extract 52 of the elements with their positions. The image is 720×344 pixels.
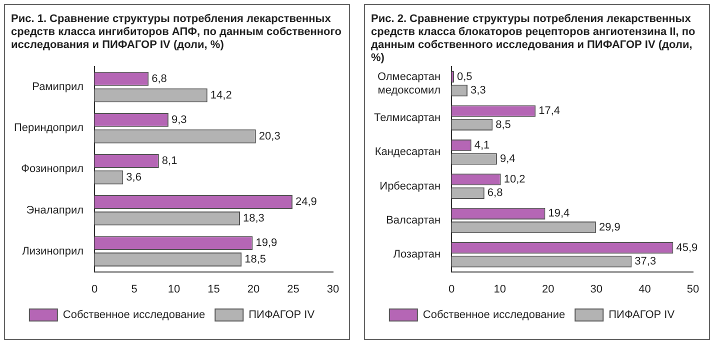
- x-tick-label: 25: [287, 283, 300, 296]
- data-label: 3,6: [126, 171, 142, 184]
- y-tick-label: Кандесартан: [374, 146, 441, 158]
- chart-title: Рис. 1. Сравнение структуры потребления лекарственных средств класса ингибиторов АПФ, по данным собственного исследования и ПИФАГОР IV (доли, %): [11, 13, 342, 53]
- y-tick-label: Олмесартан медоксомил: [377, 71, 441, 96]
- y-tick-label: Эналаприл: [26, 204, 84, 216]
- y-tick-label: Фозиноприл: [21, 163, 84, 176]
- y-tick-label: Периндоприл: [14, 122, 84, 134]
- x-tick-label: 20: [542, 283, 554, 296]
- data-label: 45,9: [676, 242, 698, 254]
- data-label: 8,5: [496, 118, 511, 131]
- data-label: 3,3: [470, 84, 486, 97]
- data-label: 0,5: [456, 70, 472, 83]
- data-label: 18,5: [244, 254, 266, 266]
- data-label: 17,4: [538, 105, 560, 118]
- legend-label: ПИФАГОР IV: [248, 309, 316, 322]
- data-label: 4,1: [474, 139, 490, 152]
- data-label: 18,3: [243, 212, 264, 224]
- x-tick-label: 0: [448, 283, 455, 296]
- data-label: 8,1: [162, 155, 178, 168]
- x-tick-label: 30: [326, 283, 340, 296]
- x-tick-label: 50: [686, 283, 700, 296]
- y-tick-label: Валсартан: [386, 214, 441, 227]
- y-tick-label: Лозартан: [393, 248, 441, 261]
- data-label: 29,9: [598, 221, 620, 234]
- data-label: 10,2: [504, 173, 526, 186]
- x-tick-label: 30: [590, 283, 603, 296]
- data-label: 19,4: [548, 208, 570, 220]
- data-label: 6,8: [487, 187, 503, 200]
- data-label: 19,9: [256, 237, 278, 250]
- y-tick-label: Телмисартан: [374, 112, 441, 124]
- data-label: 14,2: [210, 89, 232, 102]
- x-tick-label: 5: [131, 283, 138, 296]
- x-tick-label: 40: [638, 283, 651, 296]
- data-label: 6,8: [152, 72, 167, 85]
- x-tick-label: 10: [494, 283, 506, 296]
- chart-title: Рис. 2. Сравнение структуры потребления лекарственных средств класса блокаторов рецепторов ангиотензина II, по данным собственного исследования и ПИФАГОР IV (доли, %): [371, 13, 696, 64]
- x-tick-label: 15: [208, 283, 220, 296]
- y-tick-label: Лизиноприл: [22, 245, 84, 258]
- legend-label: Собственное исследование: [62, 309, 206, 322]
- x-tick-label: 10: [168, 283, 180, 296]
- data-label: 20,3: [258, 130, 280, 142]
- data-label: 9,4: [500, 152, 516, 165]
- data-label: 37,3: [634, 256, 656, 268]
- legend-label: ПИФАГОР IV: [608, 309, 676, 322]
- x-tick-label: 20: [247, 283, 260, 296]
- y-tick-label: Рамиприл: [32, 81, 84, 94]
- y-tick-label: Ирбесартан: [380, 180, 441, 192]
- data-label: 9,3: [171, 114, 187, 126]
- data-label: 24,9: [295, 196, 317, 208]
- x-tick-label: 0: [91, 283, 98, 296]
- legend-label: Собственное исследование: [422, 309, 566, 322]
